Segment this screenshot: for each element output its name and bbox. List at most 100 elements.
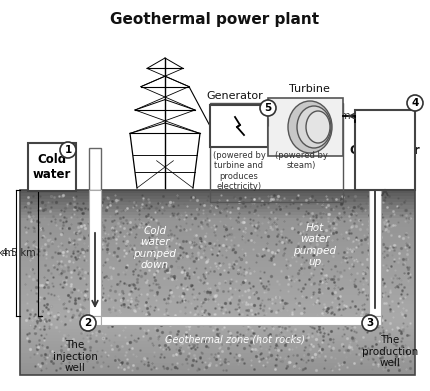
Bar [20,347,415,351]
Bar [20,372,415,375]
Bar [20,285,415,289]
Bar [20,298,415,301]
Bar [20,301,415,305]
Text: Condenser: Condenser [350,143,421,156]
Text: Generator: Generator [207,91,263,101]
Bar [20,212,415,215]
Bar [20,357,415,360]
Bar [20,205,415,209]
Text: 4: 4 [412,98,419,108]
Bar [20,307,415,311]
Bar [89,148,101,190]
Bar [20,267,415,271]
Bar [28,143,76,191]
Circle shape [362,315,378,331]
Bar [20,283,415,286]
Text: (powered by
steam): (powered by steam) [275,151,328,170]
Bar [210,105,268,147]
Bar [20,202,415,206]
Bar [268,98,343,156]
Bar [369,316,381,325]
Bar [20,350,415,354]
Text: The
injection
well: The injection well [52,340,98,373]
Circle shape [407,95,423,111]
Bar [20,199,415,203]
Bar [20,242,415,246]
Ellipse shape [297,106,331,148]
Bar [20,326,415,329]
Bar [20,258,415,262]
Bar [20,341,415,345]
Bar [20,319,415,323]
Bar [20,264,415,267]
Bar [369,190,381,316]
Bar [89,316,101,325]
Bar [20,196,415,200]
Circle shape [80,315,96,331]
Bar [20,249,415,252]
Text: ← Steam: ← Steam [305,111,351,121]
Bar [20,227,415,231]
Bar [20,246,415,249]
Bar [20,360,415,363]
Bar [20,289,415,292]
Bar [20,316,415,320]
Bar [101,316,369,325]
Bar [20,276,415,280]
Circle shape [60,142,76,158]
Bar [20,280,415,283]
Bar [20,221,415,224]
Bar [20,332,415,335]
Bar [369,148,381,190]
Text: 3: 3 [366,318,374,328]
Bar [20,224,415,228]
Text: 2: 2 [84,318,92,328]
Circle shape [260,100,276,116]
Bar [20,369,415,372]
Bar [20,329,415,332]
Bar [20,190,415,375]
Bar [20,255,415,258]
Text: Turbine: Turbine [289,84,330,94]
Text: Cold
water: Cold water [33,153,71,181]
Text: Geothermal zone (hot rocks): Geothermal zone (hot rocks) [165,335,305,345]
Bar [20,233,415,237]
Text: 4.5 km: 4.5 km [0,248,14,258]
Bar [210,103,343,202]
Text: Cold
water
pumped
down: Cold water pumped down [133,226,176,271]
Bar [20,230,415,234]
Bar [20,193,415,197]
Text: The
production
well: The production well [362,335,418,368]
Bar [20,236,415,240]
Text: Hot
water
pumped
up: Hot water pumped up [294,222,337,267]
Bar [20,353,415,357]
Ellipse shape [306,111,330,143]
Bar [355,110,415,190]
Bar [89,190,101,316]
Bar [20,292,415,295]
Bar [20,252,415,255]
Text: 5: 5 [264,103,272,113]
Bar [20,261,415,264]
Bar [20,239,415,243]
Bar [20,208,415,212]
Bar [20,190,415,194]
Bar [20,338,415,342]
Ellipse shape [288,101,332,153]
Text: Geothermal power plant: Geothermal power plant [111,12,319,27]
Bar [20,313,415,317]
Bar [20,218,415,221]
Bar [20,310,415,314]
Bar [20,215,415,218]
Bar [20,295,415,298]
Bar [20,366,415,369]
Text: (powered by
turbine and
produces
electricity): (powered by turbine and produces electri… [212,151,265,191]
Bar [20,344,415,348]
Bar [20,304,415,308]
Bar [20,270,415,274]
Bar [20,363,415,366]
Bar [20,323,415,326]
Text: 4.5 km: 4.5 km [3,248,36,258]
Bar [20,335,415,339]
Bar [20,273,415,277]
